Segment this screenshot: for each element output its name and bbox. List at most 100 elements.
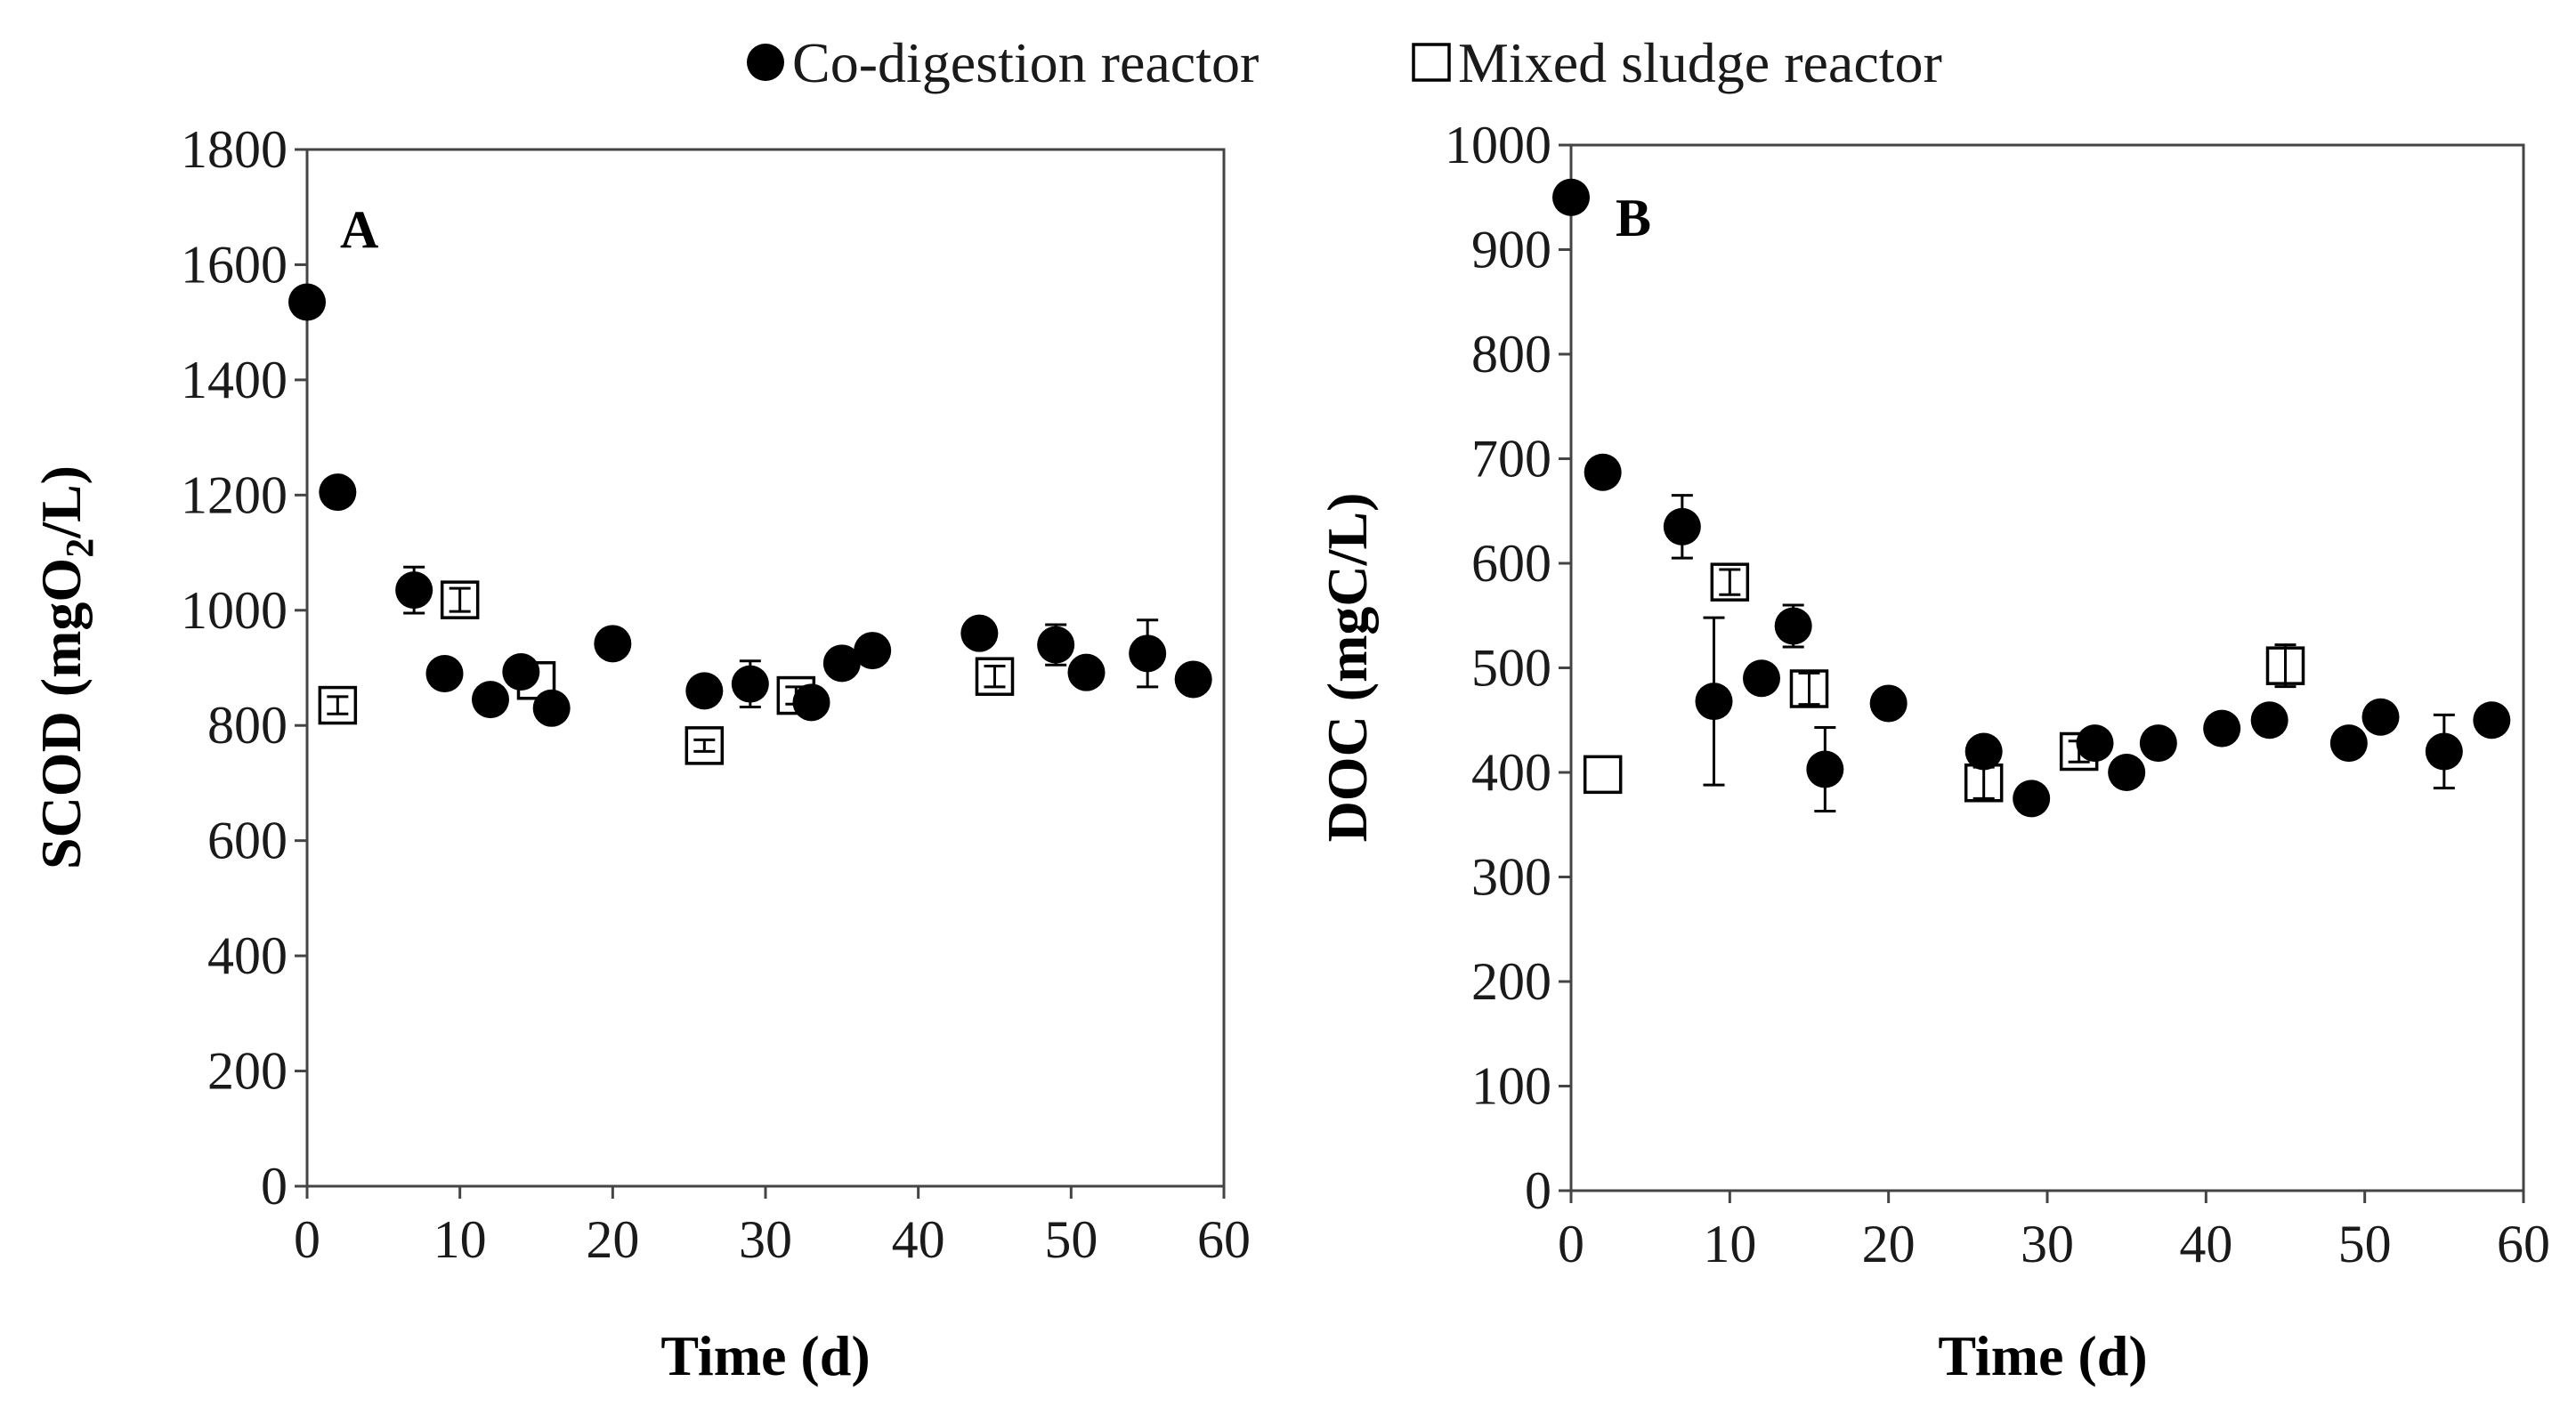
panel-a-marks	[288, 283, 1212, 765]
panel-b-codigestion-point-7	[1869, 684, 1908, 723]
panel-b-letter: B	[1616, 189, 1651, 247]
panel-b-y-tick-label-1000: 1000	[1445, 116, 1551, 174]
panel-b-codigestion-point-10	[2076, 724, 2114, 763]
panel-a-x-tick-label-20: 20	[586, 1210, 639, 1269]
panel-b-x-tick-label-20: 20	[1862, 1215, 1916, 1273]
panel-b-codigestion-point-5	[1774, 607, 1812, 645]
panel-b-x-axis-title: Time (d)	[1938, 1324, 2147, 1387]
panel-b-y-tick-label-600: 600	[1471, 534, 1551, 593]
panel-a-codigestion-point-7	[594, 625, 632, 663]
panel-b-y-tick-label-200: 200	[1471, 952, 1551, 1011]
panel-a-mixed-point-0	[318, 685, 358, 725]
panel-a-mixed-point-3	[685, 726, 725, 765]
panel-a-codigestion-point-13	[960, 614, 999, 652]
panel-a-y-tick-label-800: 800	[207, 696, 288, 755]
panel-b-codigestion-point-16	[2361, 698, 2400, 736]
panel-b-codigestion-point-2	[1663, 507, 1701, 545]
panel-b-codigestion-point-13	[2203, 709, 2241, 747]
panel-b-codigestion-point-4	[1743, 659, 1780, 698]
panel-a-codigestion-point-14	[1037, 626, 1075, 664]
panel-a-letter: A	[340, 200, 378, 259]
panel-b-x-tick-label-50: 50	[2338, 1215, 2392, 1273]
panel-a-mixed-point-2	[516, 660, 556, 700]
panel-a-y-axis-title-main: SCOD (mgO	[29, 558, 93, 869]
panel-a-codigestion-point-0	[288, 283, 326, 321]
panel-a-codigestion-point-8	[685, 672, 724, 710]
panel-a-codigestion-point-1	[319, 473, 357, 512]
panel-a-codigestion-point-16	[1129, 634, 1167, 673]
legend-codigestion-marker	[747, 44, 784, 81]
panel-a-x-tick-label-40: 40	[892, 1210, 945, 1269]
panel-b-x-tick-label-0: 0	[1558, 1215, 1584, 1273]
panel-a-codigestion-point-6	[532, 689, 571, 727]
panel-b-codigestion-point-9	[2013, 780, 2051, 818]
panel-b-codigestion-point-15	[2329, 724, 2368, 763]
panel-b-y-tick-label-900: 900	[1471, 221, 1551, 279]
panel-a-codigestion-point-2	[395, 571, 433, 610]
panel-b-y-tick-label-700: 700	[1471, 430, 1551, 489]
legend: Co-digestion reactor Mixed sludge reacto…	[747, 31, 1942, 94]
panel-a-codigestion-point-4	[472, 681, 509, 719]
panel-b-mixed-point-0	[1583, 755, 1623, 795]
panel-a-codigestion-point-17	[1174, 660, 1212, 699]
panel-a-scod: 0 200 400 600 800 1000 1200 1400 1600 1800 0 10 20 30…	[29, 120, 1251, 1387]
legend-codigestion-label: Co-digestion reactor	[792, 31, 1259, 94]
panel-a-mixed-point-4	[776, 675, 816, 715]
panel-b-y-tick-label-100: 100	[1471, 1057, 1551, 1116]
panel-b-x-tick-label-60: 60	[2497, 1215, 2550, 1273]
panel-b-y-axis-title: DOC (mgC/L)	[1316, 493, 1379, 843]
panel-b-codigestion-point-0	[1552, 178, 1590, 216]
panel-a-y-axis-title-sub: 2	[58, 538, 101, 558]
legend-mixed-label: Mixed sludge reactor	[1458, 31, 1942, 94]
panel-a-codigestion-point-10	[792, 683, 830, 722]
panel-b-x-tick-label-10: 10	[1703, 1215, 1756, 1273]
panel-a-y-tick-label-0: 0	[261, 1157, 288, 1216]
panel-b-codigestion-point-14	[2250, 701, 2288, 739]
panel-a-y-tick-label-1800: 1800	[181, 120, 288, 179]
panel-a-y-tick-label-1200: 1200	[181, 465, 288, 524]
panel-b-x-tick-label-30: 30	[2021, 1215, 2074, 1273]
panel-a-y-axis-title-tail: /L)	[29, 465, 93, 539]
panel-b-y-tick-label-500: 500	[1471, 639, 1551, 698]
panel-b-codigestion-point-12	[2139, 724, 2177, 763]
panel-a-x-tick-label-10: 10	[433, 1210, 487, 1269]
panel-a-mixed-point-1	[440, 580, 480, 619]
panel-a-codigestion-point-5	[502, 653, 540, 691]
panel-a-y-tick-label-1600: 1600	[181, 235, 288, 294]
panel-b-x-tick-label-40: 40	[2179, 1215, 2232, 1273]
panel-b-y-tick-label-300: 300	[1471, 848, 1551, 907]
panel-b-codigestion-point-1	[1584, 453, 1622, 491]
panel-b-y-tick-label-400: 400	[1471, 743, 1551, 802]
panel-a-y-tick-label-600: 600	[207, 812, 288, 870]
panel-a-x-tick-label-30: 30	[739, 1210, 792, 1269]
panel-a-codigestion-point-11	[822, 644, 861, 683]
panel-a-y-tick-label-400: 400	[207, 926, 288, 985]
panel-a-codigestion-point-9	[731, 665, 769, 703]
panel-b-mixed-point-3	[1964, 764, 2004, 803]
panel-a-codigestion-point-15	[1067, 653, 1106, 691]
panel-a-x-tick-label-50: 50	[1044, 1210, 1098, 1269]
panel-b-mixed-point-4	[2059, 731, 2099, 772]
panel-a-y-tick-label-1400: 1400	[181, 351, 288, 409]
panel-a-mixed-point-5	[975, 657, 1015, 696]
panel-a-ticks: 0 200 400 600 800 1000 1200 1400 1600 1800 0 10 20 30…	[181, 120, 1251, 1269]
panel-b-mixed-point-5	[2265, 646, 2305, 685]
panel-a-x-tick-label-60: 60	[1197, 1210, 1251, 1269]
panel-a-y-tick-label-1000: 1000	[181, 581, 288, 640]
panel-a-x-axis-title: Time (d)	[660, 1324, 870, 1387]
panel-b-codigestion-point-17	[2425, 732, 2463, 771]
panel-b-codigestion-point-11	[2108, 754, 2146, 791]
panel-b-ticks: 0 100 200 300 400 500 600 700 800 900 1000 0 10 20 30 4…	[1445, 116, 2550, 1273]
panel-b-mixed-point-1	[1710, 562, 1750, 602]
panel-a-y-axis-title: SCOD (mgO2/L)	[29, 465, 101, 869]
panel-b-codigestion-point-8	[1964, 732, 2003, 771]
legend-mixed-marker	[1412, 43, 1451, 82]
panel-b-marks	[1552, 178, 2511, 818]
panel-b-y-tick-label-800: 800	[1471, 325, 1551, 384]
panel-b-mixed-point-2	[1789, 669, 1829, 708]
panel-a-codigestion-point-3	[425, 654, 464, 692]
panel-a-x-tick-label-0: 0	[294, 1210, 320, 1269]
panel-b-codigestion-point-18	[2473, 701, 2511, 739]
panel-a-y-tick-label-200: 200	[207, 1042, 288, 1101]
